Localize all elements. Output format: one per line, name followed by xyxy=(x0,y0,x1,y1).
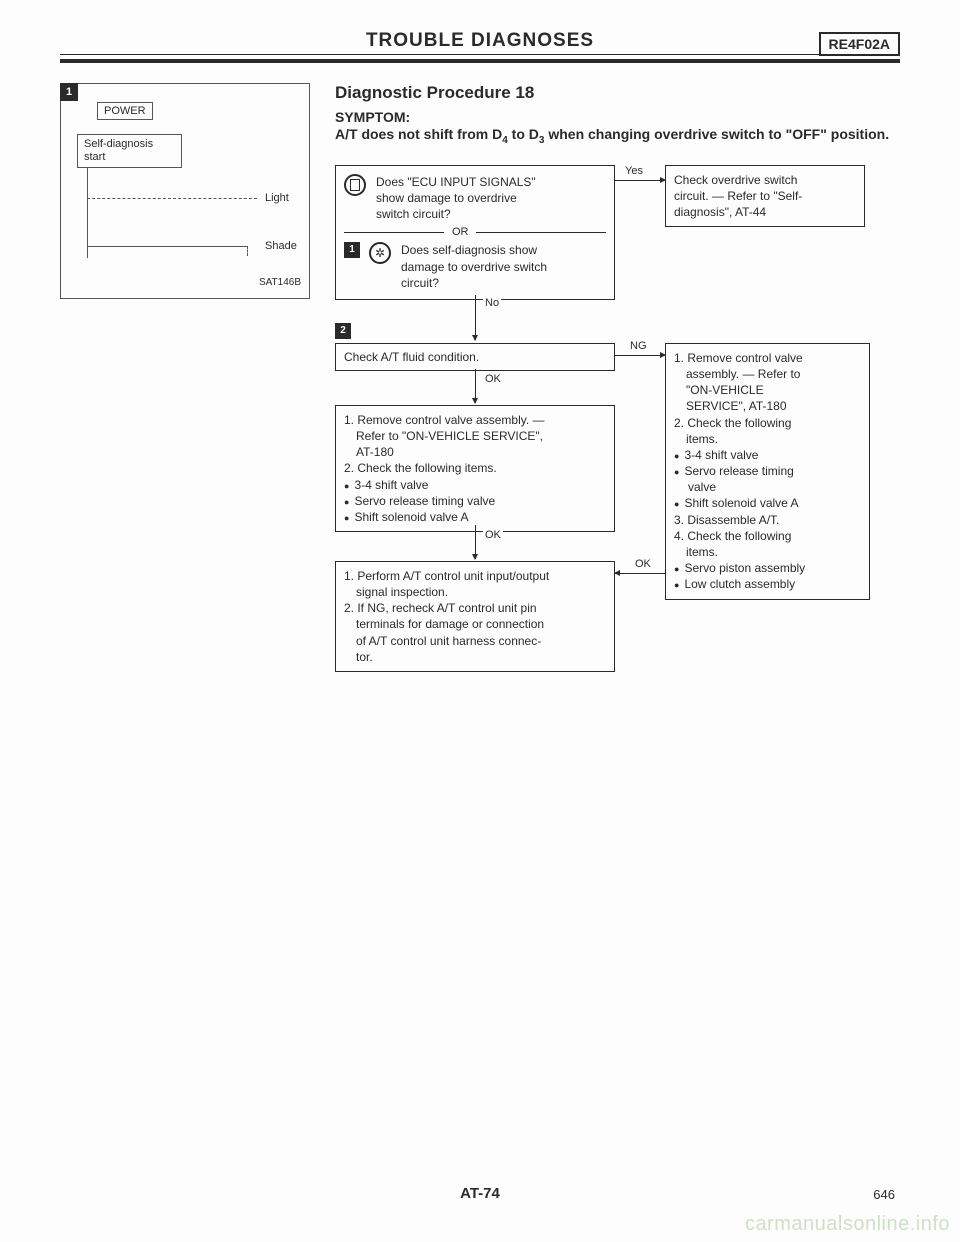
box1-l1: Does "ECU INPUT SIGNALS" xyxy=(376,175,536,189)
boxR2-l3: "ON-VEHICLE xyxy=(674,382,861,398)
selfdiag-l2: start xyxy=(84,151,105,163)
box4-l1: 1. Perform A/T control unit input/output xyxy=(344,568,606,584)
box3-l4: 2. Check the following items. xyxy=(344,460,606,476)
boxR2-l2: assembly. — Refer to xyxy=(674,366,861,382)
box2: Check A/T fluid condition. xyxy=(344,350,479,364)
symptom-c: when changing overdrive switch to "OFF" … xyxy=(544,126,889,142)
box4-l6: tor. xyxy=(344,649,606,665)
diagram-box: 1 POWER Self-diagnosis start Light Shade… xyxy=(60,83,310,299)
box4-l3: 2. If NG, recheck A/T control unit pin xyxy=(344,600,606,616)
symptom-label: SYMPTOM: xyxy=(335,109,900,125)
boxR2-b4: Servo piston assembly xyxy=(674,560,861,576)
badge-2: 2 xyxy=(335,323,351,339)
box1b-badge: 1 xyxy=(344,242,360,258)
box1b-l2: damage to overdrive switch xyxy=(401,260,547,274)
box4-l5: of A/T control unit harness connec- xyxy=(344,633,606,649)
flow-box-1: Does "ECU INPUT SIGNALS" show damage to … xyxy=(335,165,615,300)
diagram-lines: Light Shade xyxy=(87,168,301,273)
flow-box-3: 1. Remove control valve assembly. — Refe… xyxy=(335,405,615,532)
arrow-no xyxy=(475,295,476,340)
power-label: POWER xyxy=(97,102,153,120)
label-no: No xyxy=(483,297,501,309)
header-title: TROUBLE DIAGNOSES xyxy=(366,30,594,52)
page-header: TROUBLE DIAGNOSES RE4F02A xyxy=(60,30,900,63)
box1b-l1: Does self-diagnosis show xyxy=(401,243,537,257)
symptom-desc: A/T does not shift from D4 to D3 when ch… xyxy=(335,125,900,147)
header-code: RE4F02A xyxy=(819,32,900,56)
label-ok1: OK xyxy=(483,373,503,385)
box3-l1: 1. Remove control valve assembly. — xyxy=(344,412,606,428)
arrow-ok1 xyxy=(475,369,476,403)
watermark: carmanualsonline.info xyxy=(745,1213,950,1236)
boxR1-l3: diagnosis", AT-44 xyxy=(674,205,766,219)
or-label: OR xyxy=(452,225,469,240)
flowchart: Does "ECU INPUT SIGNALS" show damage to … xyxy=(335,165,895,815)
box3-b2: Servo release timing valve xyxy=(344,493,606,509)
flow-box-r2: 1. Remove control valve assembly. — Refe… xyxy=(665,343,870,600)
sat-code: SAT146B xyxy=(77,277,301,288)
arrow-yes xyxy=(615,180,665,181)
page-number: AT-74 xyxy=(460,1185,500,1202)
shade-label: Shade xyxy=(265,240,297,252)
selfdiag-icon: ✲ xyxy=(369,242,391,264)
boxR1-l1: Check overdrive switch xyxy=(674,173,797,187)
box4-l4: terminals for damage or connection xyxy=(344,616,606,632)
light-label: Light xyxy=(265,192,289,204)
flow-box-4: 1. Perform A/T control unit input/output… xyxy=(335,561,615,672)
box1-l2: show damage to overdrive xyxy=(376,191,517,205)
diagram-badge: 1 xyxy=(60,83,78,101)
label-ok3: OK xyxy=(633,558,653,570)
procedure-title: Diagnostic Procedure 18 xyxy=(335,83,900,103)
boxR2-b2b: valve xyxy=(674,479,861,495)
box3-b1: 3-4 shift valve xyxy=(344,477,606,493)
procedure-column: Diagnostic Procedure 18 SYMPTOM: A/T doe… xyxy=(335,83,900,815)
label-ng: NG xyxy=(628,340,649,352)
boxR2-l7: 3. Disassemble A/T. xyxy=(674,512,861,528)
boxR2-l5: 2. Check the following xyxy=(674,415,861,431)
box3-l3: AT-180 xyxy=(344,444,606,460)
corner-number: 646 xyxy=(873,1187,895,1202)
selfdiag-box: Self-diagnosis start xyxy=(77,134,182,168)
boxR2-l4: SERVICE", AT-180 xyxy=(674,398,861,414)
boxR2-l8: 4. Check the following xyxy=(674,528,861,544)
boxR1-l2: circuit. — Refer to "Self- xyxy=(674,189,802,203)
boxR2-l9: items. xyxy=(674,544,861,560)
box4-l2: signal inspection. xyxy=(344,584,606,600)
flow-box-r1: Check overdrive switch circuit. — Refer … xyxy=(665,165,865,228)
boxR2-b5: Low clutch assembly xyxy=(674,576,861,592)
boxR2-b2: Servo release timing xyxy=(674,463,861,479)
arrow-ng xyxy=(615,355,665,356)
flow-box-2: Check A/T fluid condition. xyxy=(335,343,615,371)
arrow-ok3 xyxy=(615,573,665,574)
ecu-icon xyxy=(344,174,366,196)
selfdiag-l1: Self-diagnosis xyxy=(84,138,153,150)
boxR2-l1: 1. Remove control valve xyxy=(674,350,861,366)
boxR2-b1: 3-4 shift valve xyxy=(674,447,861,463)
label-ok2: OK xyxy=(483,529,503,541)
box1b-l3: circuit? xyxy=(401,276,439,290)
symptom-a: A/T does not shift from D xyxy=(335,126,502,142)
boxR2-l6: items. xyxy=(674,431,861,447)
box1-l3: switch circuit? xyxy=(376,207,451,221)
boxR2-b3: Shift solenoid valve A xyxy=(674,495,861,511)
box3-b3: Shift solenoid valve A xyxy=(344,509,606,525)
box3-l2: Refer to "ON-VEHICLE SERVICE", xyxy=(344,428,606,444)
arrow-ok2 xyxy=(475,525,476,559)
symptom-b: to D xyxy=(508,126,539,142)
label-yes: Yes xyxy=(623,165,645,177)
